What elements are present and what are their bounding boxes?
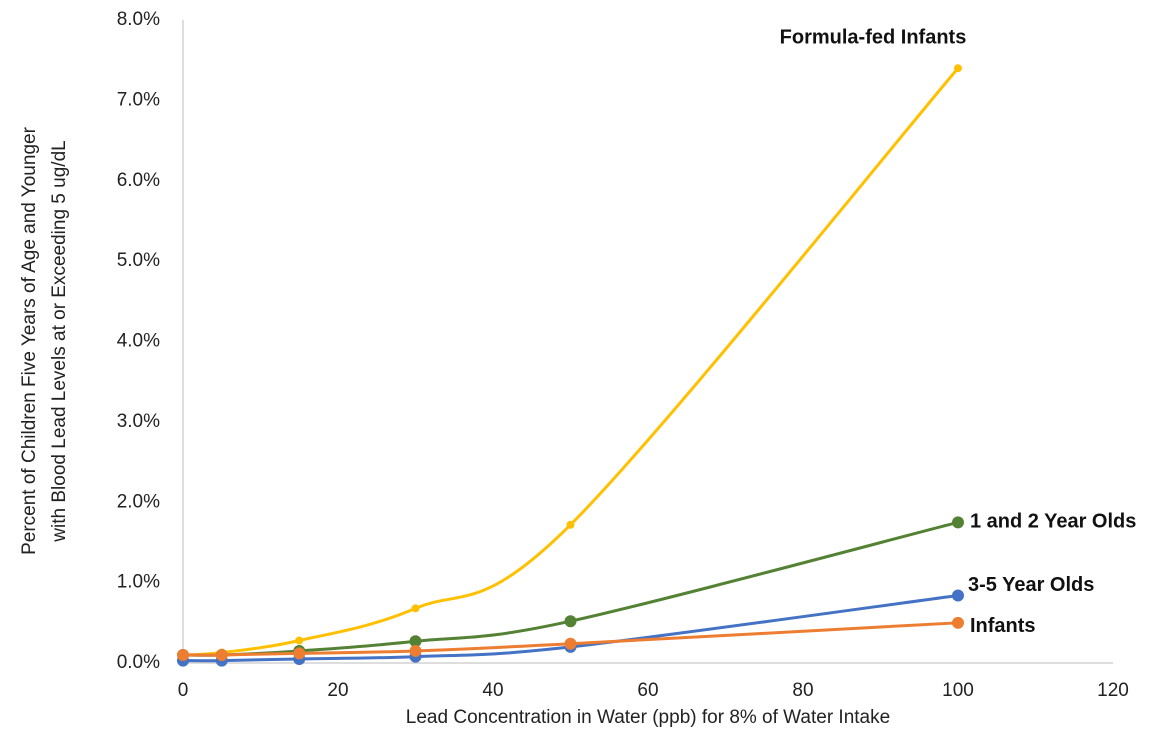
data-point <box>215 648 228 661</box>
x-tick-label: 20 <box>327 680 348 701</box>
y-tick-label: 3.0% <box>117 411 160 432</box>
x-axis-label: Lead Concentration in Water (ppb) for 8%… <box>406 707 890 728</box>
y-tick-label: 8.0% <box>117 9 160 30</box>
series-line <box>182 520 959 657</box>
x-tick-label: 60 <box>637 680 658 701</box>
data-point <box>564 637 577 650</box>
x-tick-label: 0 <box>178 680 189 701</box>
data-point <box>293 647 306 660</box>
x-tick-label: 120 <box>1097 680 1129 701</box>
x-tick-label: 100 <box>942 680 974 701</box>
x-tick-label: 80 <box>792 680 813 701</box>
data-point <box>954 64 962 73</box>
y-tick-label: 1.0% <box>117 572 160 593</box>
data-point <box>177 648 189 661</box>
y-tick-label: 0.0% <box>117 652 160 673</box>
data-point <box>952 589 964 602</box>
series-label: Formula-fed Infants <box>780 27 967 49</box>
data-point <box>566 520 575 529</box>
data-point <box>409 644 422 657</box>
series-label: 3-5 Year Olds <box>968 574 1094 596</box>
data-point <box>409 635 422 648</box>
y-tick-label: 2.0% <box>117 491 160 512</box>
y-tick-label: 4.0% <box>117 331 160 352</box>
data-point <box>564 615 577 628</box>
y-tick-label: 5.0% <box>117 250 160 271</box>
y-axis-label: Percent of Children Five Years of Age an… <box>19 126 40 554</box>
x-tick-label: 40 <box>482 680 503 701</box>
series-label: Infants <box>970 615 1036 637</box>
series-line <box>182 67 960 657</box>
y-tick-label: 6.0% <box>117 170 160 191</box>
data-point <box>952 516 964 529</box>
data-point <box>411 604 420 613</box>
data-point <box>295 636 304 645</box>
y-tick-label: 7.0% <box>117 89 160 110</box>
y-axis-label: with Blood Lead Levels at or Exceeding 5… <box>49 140 70 542</box>
series-label: 1 and 2 Year Olds <box>970 511 1136 533</box>
data-point <box>952 616 964 629</box>
